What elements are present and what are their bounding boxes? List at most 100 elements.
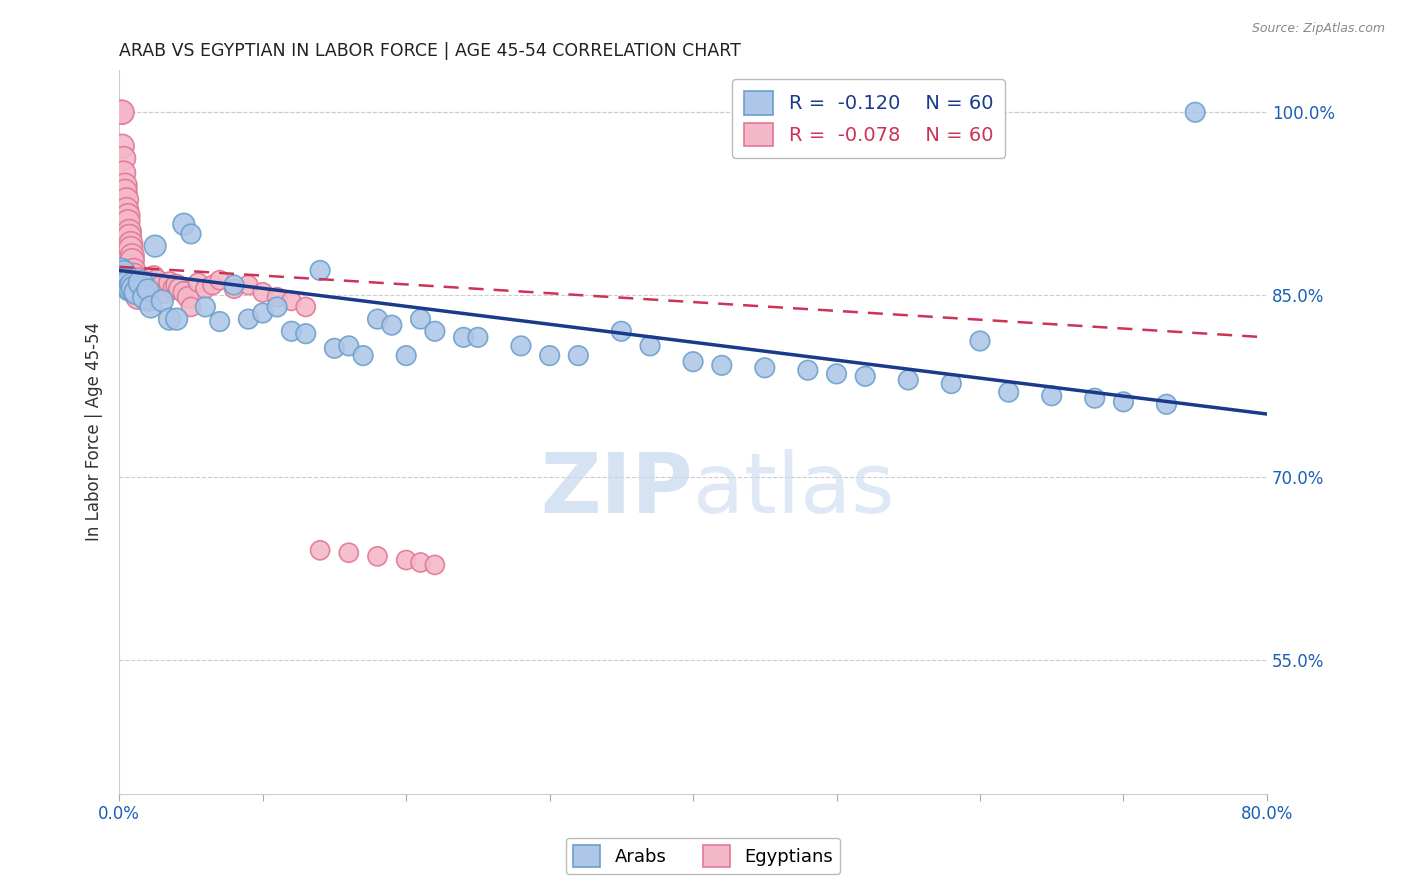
Point — [117, 215, 139, 229]
Point — [1040, 389, 1063, 403]
Point — [453, 330, 475, 344]
Point — [110, 263, 132, 277]
Point — [1184, 105, 1206, 120]
Point — [538, 349, 561, 363]
Point — [337, 546, 360, 560]
Point — [266, 290, 288, 304]
Point — [1112, 395, 1135, 409]
Point — [118, 229, 141, 244]
Point — [150, 278, 173, 293]
Point — [467, 330, 489, 344]
Point — [969, 334, 991, 348]
Point — [112, 166, 135, 180]
Point — [638, 339, 661, 353]
Point — [115, 278, 138, 293]
Point — [135, 290, 157, 304]
Point — [112, 152, 135, 166]
Point — [610, 324, 633, 338]
Point — [124, 273, 146, 287]
Point — [294, 326, 316, 341]
Point — [117, 276, 139, 290]
Point — [121, 278, 143, 293]
Point — [266, 300, 288, 314]
Point — [111, 139, 134, 153]
Point — [194, 282, 217, 296]
Point — [115, 202, 138, 217]
Point — [143, 239, 166, 253]
Point — [201, 278, 224, 293]
Point — [153, 285, 176, 300]
Point — [124, 278, 146, 293]
Point — [567, 349, 589, 363]
Point — [134, 285, 156, 300]
Point — [169, 282, 191, 296]
Text: ZIP: ZIP — [540, 449, 693, 530]
Point — [127, 290, 149, 304]
Point — [125, 285, 148, 300]
Point — [139, 300, 162, 314]
Legend: R =  -0.120    N = 60, R =  -0.078    N = 60: R = -0.120 N = 60, R = -0.078 N = 60 — [733, 79, 1005, 158]
Point — [352, 349, 374, 363]
Point — [423, 324, 446, 338]
Point — [409, 556, 432, 570]
Point — [120, 282, 142, 296]
Point — [110, 105, 132, 120]
Point — [145, 273, 167, 287]
Point — [115, 193, 138, 207]
Point — [128, 273, 150, 287]
Point — [754, 360, 776, 375]
Point — [252, 306, 274, 320]
Point — [159, 312, 181, 326]
Point — [118, 282, 141, 296]
Point — [395, 349, 418, 363]
Point — [114, 184, 136, 198]
Point — [309, 543, 332, 558]
Point — [129, 282, 152, 296]
Point — [280, 324, 302, 338]
Point — [208, 273, 231, 287]
Point — [136, 293, 159, 308]
Point — [682, 354, 704, 368]
Point — [129, 276, 152, 290]
Point — [129, 280, 152, 294]
Point — [120, 242, 142, 256]
Point — [177, 290, 200, 304]
Point — [853, 369, 876, 384]
Point — [187, 276, 209, 290]
Point — [118, 225, 141, 239]
Point — [323, 341, 346, 355]
Point — [194, 300, 217, 314]
Point — [897, 373, 920, 387]
Point — [173, 285, 195, 300]
Point — [139, 282, 162, 296]
Point — [114, 273, 136, 287]
Point — [125, 285, 148, 300]
Point — [423, 558, 446, 572]
Point — [117, 209, 139, 223]
Point — [121, 253, 143, 268]
Point — [121, 249, 143, 263]
Point — [941, 376, 963, 391]
Point — [111, 105, 134, 120]
Point — [159, 276, 181, 290]
Point — [294, 300, 316, 314]
Point — [131, 278, 153, 293]
Point — [166, 278, 188, 293]
Point — [122, 268, 145, 283]
Point — [309, 263, 332, 277]
Point — [1084, 391, 1107, 405]
Text: Source: ZipAtlas.com: Source: ZipAtlas.com — [1251, 22, 1385, 36]
Point — [510, 339, 533, 353]
Point — [337, 339, 360, 353]
Point — [163, 282, 186, 296]
Point — [797, 363, 820, 377]
Point — [180, 300, 202, 314]
Point — [112, 266, 135, 280]
Point — [381, 318, 404, 333]
Point — [366, 312, 388, 326]
Point — [238, 312, 260, 326]
Point — [136, 283, 159, 297]
Point — [222, 278, 245, 293]
Text: ARAB VS EGYPTIAN IN LABOR FORCE | AGE 45-54 CORRELATION CHART: ARAB VS EGYPTIAN IN LABOR FORCE | AGE 45… — [120, 42, 741, 60]
Point — [366, 549, 388, 564]
